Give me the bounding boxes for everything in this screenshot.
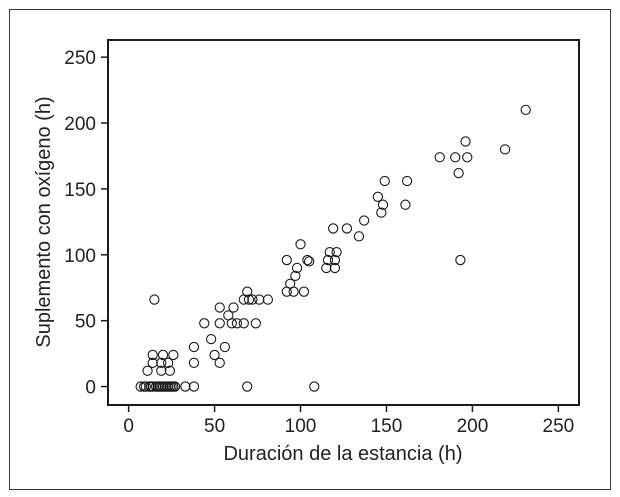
data-point bbox=[168, 349, 179, 361]
data-point bbox=[214, 302, 225, 313]
data-point bbox=[309, 381, 320, 392]
y-tick-label: 100 bbox=[64, 246, 96, 267]
data-point bbox=[247, 294, 258, 305]
data-point bbox=[147, 381, 158, 392]
data-point bbox=[231, 318, 243, 329]
data-point bbox=[209, 349, 220, 361]
data-point bbox=[142, 365, 153, 376]
data-point bbox=[254, 294, 265, 305]
data-point bbox=[228, 302, 239, 313]
data-point bbox=[520, 104, 531, 115]
data-point bbox=[455, 254, 466, 266]
data-point bbox=[329, 262, 341, 274]
data-point bbox=[331, 246, 342, 258]
data-point bbox=[149, 294, 160, 305]
y-tick-label: 200 bbox=[64, 114, 96, 135]
data-point bbox=[180, 381, 191, 392]
data-point bbox=[453, 167, 464, 179]
data-point bbox=[303, 256, 315, 267]
y-tick-label: 150 bbox=[64, 180, 96, 201]
data-point bbox=[238, 318, 249, 329]
data-point bbox=[462, 152, 473, 163]
data-point bbox=[328, 223, 339, 234]
y-tick-label: 0 bbox=[85, 378, 96, 399]
data-point bbox=[434, 152, 445, 163]
x-tick-label: 100 bbox=[285, 416, 317, 437]
x-tick-label: 0 bbox=[123, 416, 134, 437]
data-point bbox=[157, 349, 169, 361]
data-point bbox=[358, 215, 370, 226]
data-point bbox=[377, 199, 389, 210]
data-point bbox=[205, 333, 217, 345]
plot-area bbox=[107, 39, 580, 406]
data-point bbox=[188, 381, 200, 392]
data-point bbox=[163, 357, 174, 368]
x-axis: 0 50 100 150 200 250 bbox=[123, 405, 574, 437]
data-point bbox=[164, 365, 176, 376]
data-point bbox=[353, 231, 365, 242]
data-point bbox=[379, 175, 390, 187]
data-point bbox=[214, 357, 225, 368]
x-tick-label: 50 bbox=[204, 416, 225, 437]
data-point bbox=[291, 262, 303, 274]
data-point bbox=[302, 254, 313, 266]
data-point bbox=[188, 341, 200, 353]
data-point bbox=[372, 191, 384, 202]
data-point bbox=[169, 381, 181, 392]
data-point bbox=[341, 223, 353, 234]
data-point bbox=[147, 349, 158, 361]
data-point bbox=[298, 286, 310, 297]
data-point bbox=[460, 136, 471, 147]
data-point bbox=[214, 318, 225, 329]
data-point bbox=[290, 270, 301, 282]
data-point bbox=[188, 357, 200, 368]
y-axis: 0 50 100 150 200 250 bbox=[64, 48, 108, 399]
data-point bbox=[147, 357, 158, 368]
data-point bbox=[376, 207, 387, 218]
data-points bbox=[135, 104, 531, 392]
data-point bbox=[242, 286, 253, 297]
data-point bbox=[156, 365, 167, 376]
y-tick-label: 50 bbox=[75, 312, 96, 333]
data-point bbox=[295, 239, 306, 250]
data-point bbox=[401, 175, 413, 187]
x-tick-label: 200 bbox=[457, 416, 489, 437]
data-point bbox=[199, 318, 210, 329]
data-point bbox=[242, 381, 253, 392]
data-point bbox=[281, 254, 292, 266]
data-point bbox=[321, 262, 332, 274]
x-tick-label: 150 bbox=[371, 416, 403, 437]
data-point bbox=[135, 381, 146, 392]
data-point bbox=[288, 286, 299, 297]
y-axis-title: Suplemento con oxígeno (h) bbox=[33, 96, 55, 347]
figure-frame bbox=[9, 9, 611, 490]
x-axis-title: Duración de la estancia (h) bbox=[223, 443, 462, 465]
y-tick-label: 250 bbox=[64, 48, 96, 69]
data-point bbox=[219, 341, 231, 353]
data-point bbox=[322, 254, 334, 266]
data-point bbox=[450, 152, 461, 163]
data-point bbox=[250, 318, 261, 329]
data-point bbox=[400, 199, 411, 210]
data-point bbox=[140, 381, 151, 392]
data-point bbox=[226, 318, 237, 329]
data-point bbox=[156, 357, 167, 368]
data-point bbox=[243, 294, 255, 305]
data-point bbox=[499, 144, 511, 155]
x-tick-label: 250 bbox=[543, 416, 575, 437]
data-point bbox=[262, 294, 274, 305]
data-point bbox=[329, 254, 341, 266]
data-point bbox=[324, 246, 335, 258]
